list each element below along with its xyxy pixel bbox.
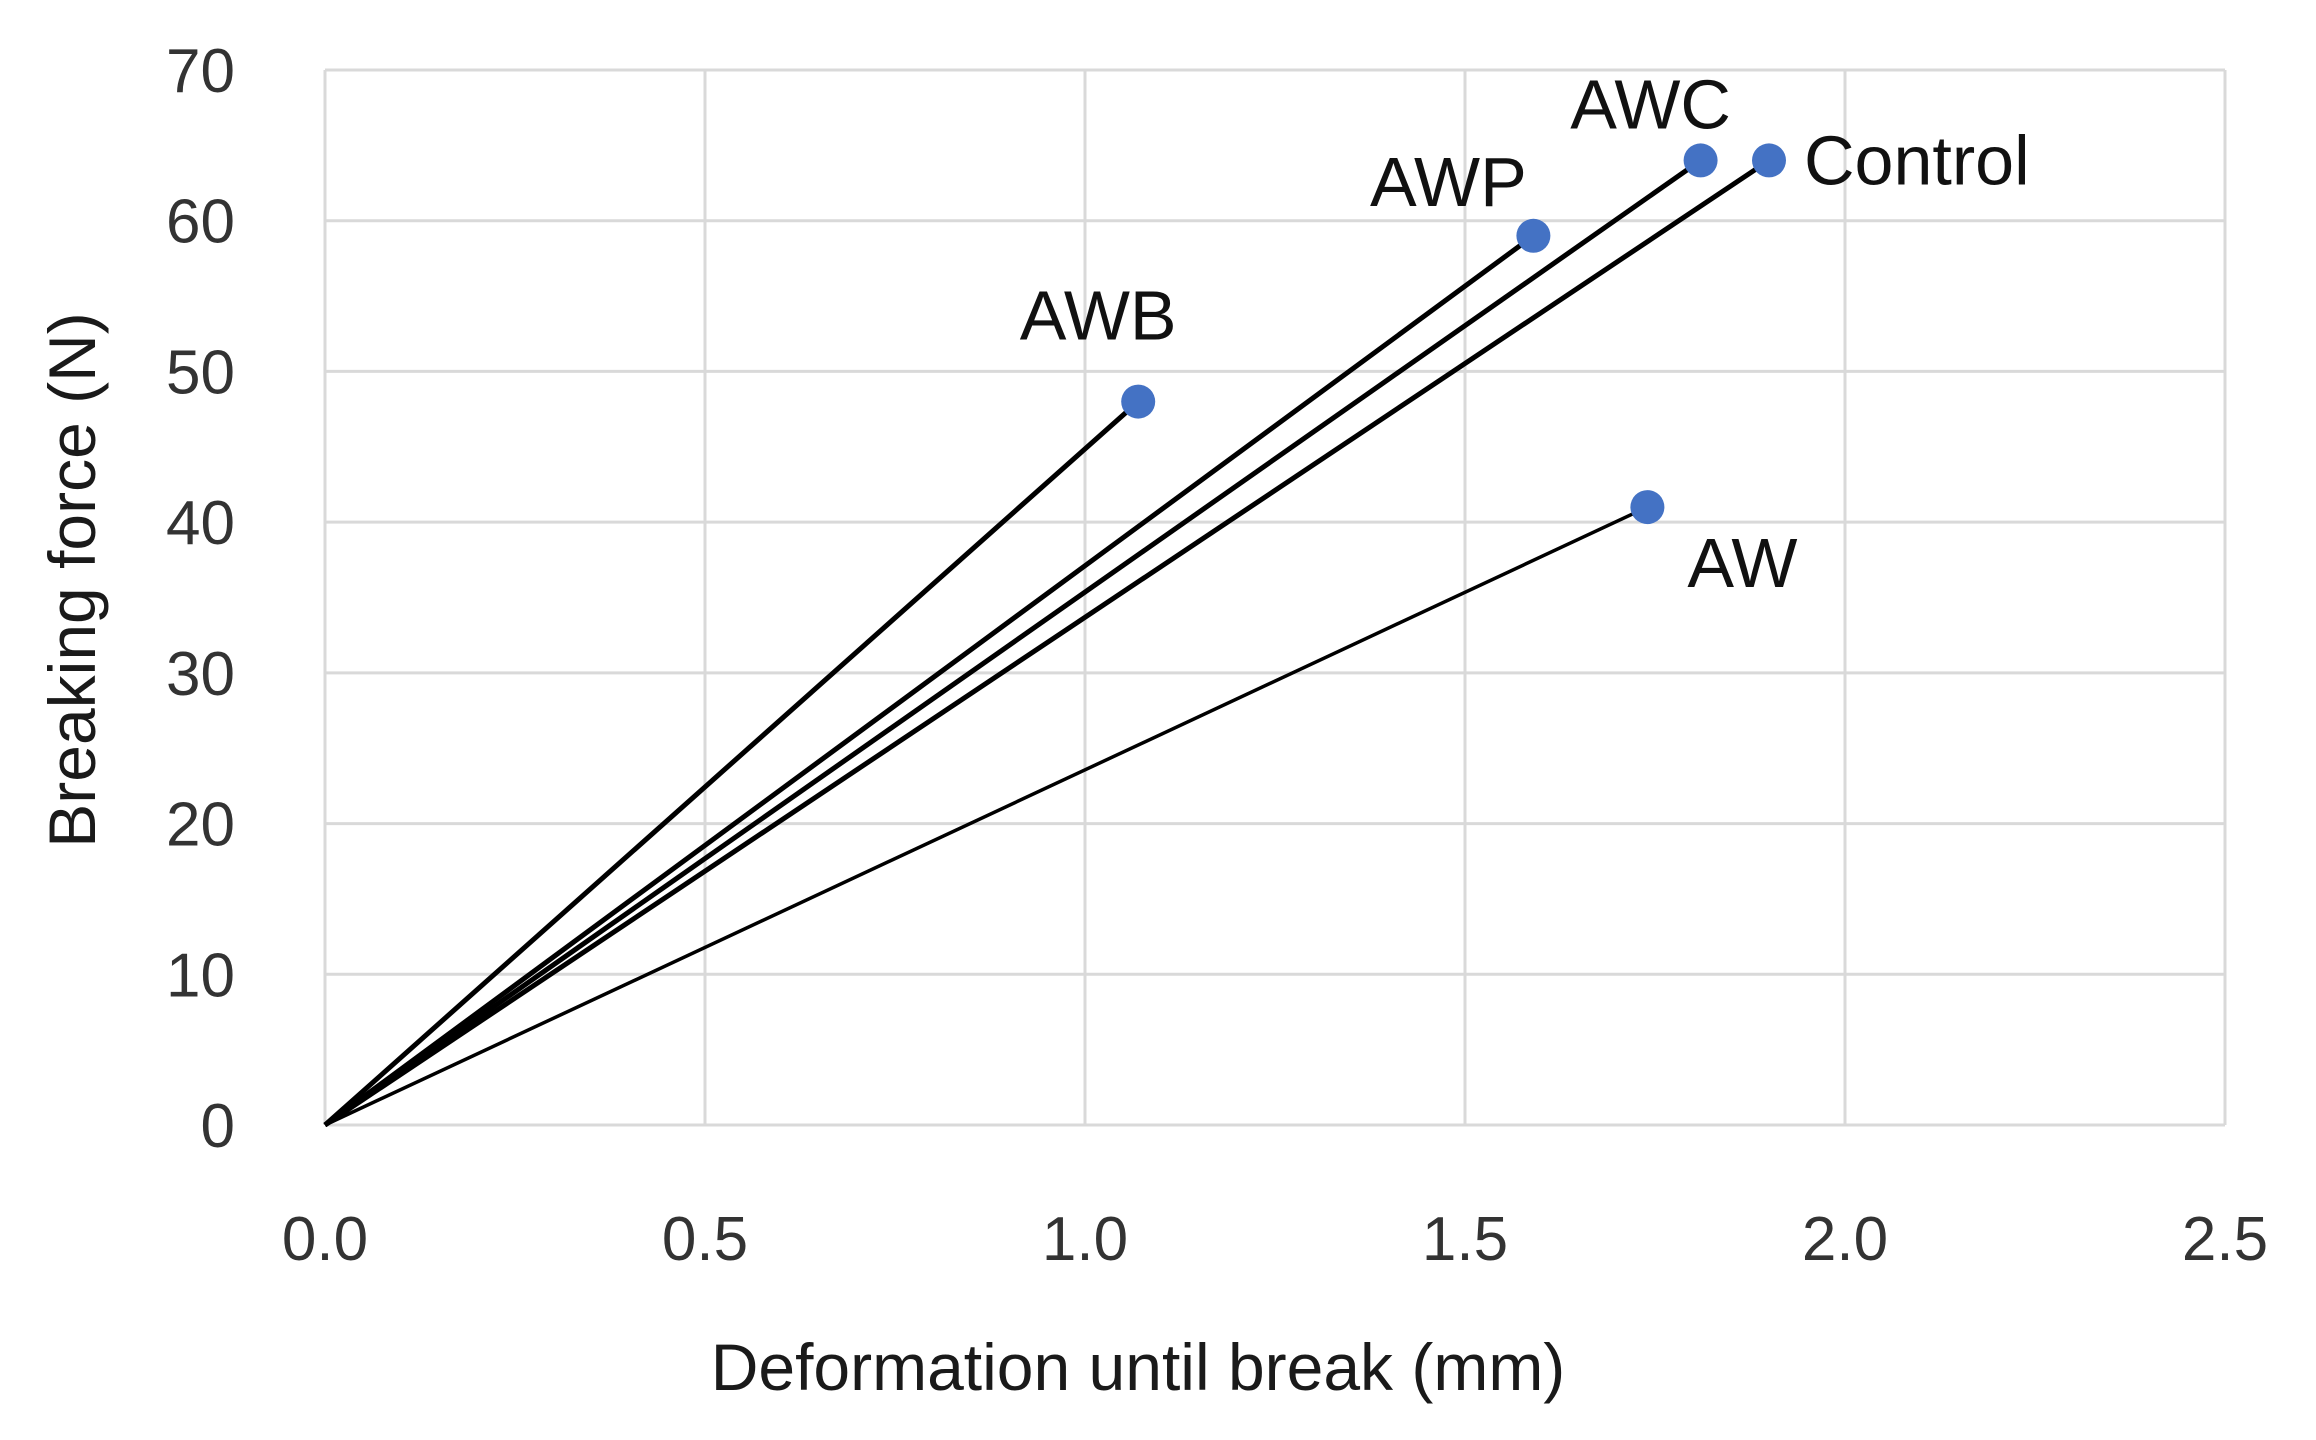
axes [323,70,2225,1127]
series-lines [323,158,1771,1128]
series-line-awb [323,399,1140,1127]
data-point-awc [1683,143,1718,178]
y-axis-title: Breaking force (N) [35,312,109,848]
x-tick-label: 0.5 [662,1205,748,1274]
x-axis-title: Deformation until break (mm) [711,1330,1566,1404]
y-tick-label: 20 [166,791,235,860]
x-tick-label: 1.0 [1042,1205,1128,1274]
y-tick-label: 30 [166,640,235,709]
point-label-control: Control [1804,121,2030,199]
grid [323,68,2227,1127]
series-line-aw [324,505,1649,1127]
data-point-aw [1630,490,1665,525]
y-tick-label: 0 [201,1092,235,1161]
data-point-control [1752,143,1786,178]
x-tick-label: 0.0 [282,1205,368,1274]
series-line-awc [323,158,1703,1128]
y-tick-label: 50 [166,338,235,407]
y-tick-label: 70 [166,37,235,106]
point-labels: AWB AWP AWC Control AW [1020,65,2030,602]
point-label-awp: AWP [1370,143,1527,221]
series-line-control [323,158,1771,1128]
tick-labels: 0 10 20 30 40 50 60 70 0.0 0.5 1.0 1.5 2.0 2.5 [166,37,2268,1274]
series-points [1121,143,1786,525]
x-tick-label: 2.0 [1802,1205,1888,1274]
point-label-aw: AW [1687,524,1797,602]
data-point-awp [1516,218,1551,253]
point-label-awb: AWB [1020,277,1177,355]
point-label-awc: AWC [1570,65,1731,143]
y-tick-label: 60 [166,188,235,257]
data-point-awb [1121,384,1156,419]
y-tick-label: 40 [166,489,235,558]
y-tick-label: 10 [166,941,235,1010]
x-tick-label: 1.5 [1422,1205,1508,1274]
series-line-awp [323,233,1535,1128]
x-tick-label: 2.5 [2182,1205,2268,1274]
